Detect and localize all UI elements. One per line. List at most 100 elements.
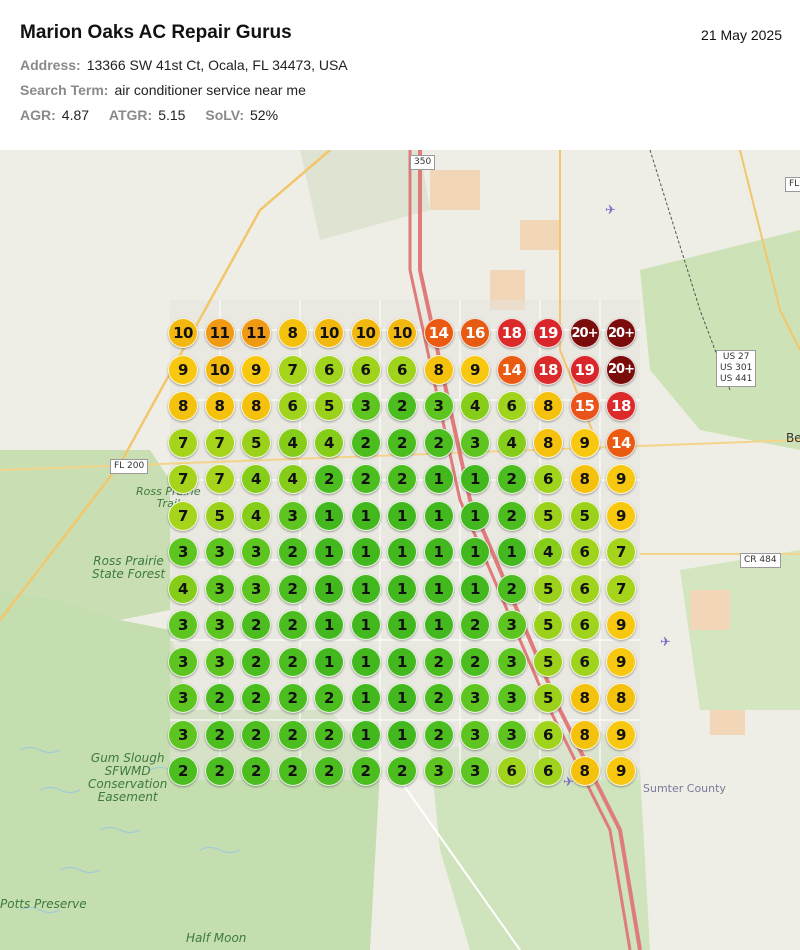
rank-pin[interactable]: 9 xyxy=(460,354,490,385)
rank-pin[interactable]: 2 xyxy=(204,719,235,750)
rank-pin[interactable]: 1 xyxy=(314,646,344,677)
rank-pin[interactable]: 10 xyxy=(168,318,198,348)
rank-pin[interactable]: 2 xyxy=(350,756,381,786)
rank-pin[interactable]: 3 xyxy=(460,756,490,786)
rank-pin[interactable]: 7 xyxy=(168,464,198,494)
rank-pin[interactable]: 3 xyxy=(350,391,381,421)
rank-pin[interactable]: 6 xyxy=(533,719,563,750)
rank-pin[interactable]: 19 xyxy=(533,318,563,348)
rank-pin[interactable]: 7 xyxy=(204,427,235,458)
rank-pin[interactable]: 3 xyxy=(168,719,198,750)
rank-pin[interactable]: 4 xyxy=(241,464,271,494)
rank-pin[interactable]: 6 xyxy=(533,756,563,786)
rank-pin[interactable]: 1 xyxy=(423,500,454,531)
rank-pin[interactable]: 10 xyxy=(350,318,381,348)
rank-pin[interactable]: 7 xyxy=(204,464,235,494)
rank-pin[interactable]: 10 xyxy=(314,318,344,348)
rank-pin[interactable]: 8 xyxy=(241,391,271,421)
rank-pin[interactable]: 6 xyxy=(387,354,417,385)
rank-pin[interactable]: 11 xyxy=(241,318,271,348)
rank-pin[interactable]: 9 xyxy=(606,646,636,677)
rank-pin[interactable]: 20+ xyxy=(606,318,636,348)
rank-pin[interactable]: 3 xyxy=(423,756,454,786)
rank-pin[interactable]: 2 xyxy=(387,427,417,458)
rank-pin[interactable]: 1 xyxy=(387,719,417,750)
rank-pin[interactable]: 1 xyxy=(350,500,381,531)
rank-pin[interactable]: 2 xyxy=(496,573,527,604)
rank-pin[interactable]: 2 xyxy=(496,500,527,531)
rank-pin[interactable]: 6 xyxy=(496,391,527,421)
rank-pin[interactable]: 9 xyxy=(606,756,636,786)
rank-pin[interactable]: 7 xyxy=(277,354,308,385)
rank-pin[interactable]: 4 xyxy=(168,573,198,604)
rank-pin[interactable]: 2 xyxy=(277,756,308,786)
rank-pin[interactable]: 2 xyxy=(423,646,454,677)
rank-pin[interactable]: 18 xyxy=(533,354,563,385)
rank-pin[interactable]: 6 xyxy=(569,610,600,640)
rank-pin[interactable]: 9 xyxy=(168,354,198,385)
rank-pin[interactable]: 3 xyxy=(460,683,490,713)
rank-pin[interactable]: 3 xyxy=(241,573,271,604)
rank-pin[interactable]: 7 xyxy=(168,500,198,531)
rank-pin[interactable]: 8 xyxy=(533,391,563,421)
rank-pin[interactable]: 2 xyxy=(423,719,454,750)
rank-pin[interactable]: 8 xyxy=(569,719,600,750)
rank-pin[interactable]: 2 xyxy=(460,610,490,640)
rank-pin[interactable]: 3 xyxy=(423,391,454,421)
rank-pin[interactable]: 2 xyxy=(277,646,308,677)
rank-pin[interactable]: 2 xyxy=(350,464,381,494)
rank-pin[interactable]: 4 xyxy=(533,537,563,567)
rank-pin[interactable]: 1 xyxy=(350,646,381,677)
rank-pin[interactable]: 3 xyxy=(460,719,490,750)
rank-pin[interactable]: 2 xyxy=(314,464,344,494)
rank-pin[interactable]: 6 xyxy=(350,354,381,385)
rank-pin[interactable]: 9 xyxy=(606,500,636,531)
rank-pin[interactable]: 18 xyxy=(606,391,636,421)
rank-pin[interactable]: 6 xyxy=(533,464,563,494)
rank-pin[interactable]: 2 xyxy=(496,464,527,494)
rank-pin[interactable]: 1 xyxy=(460,500,490,531)
rank-pin[interactable]: 3 xyxy=(204,537,235,567)
rank-pin[interactable]: 4 xyxy=(496,427,527,458)
rank-pin[interactable]: 6 xyxy=(277,391,308,421)
rank-pin[interactable]: 5 xyxy=(314,391,344,421)
rank-pin[interactable]: 18 xyxy=(496,318,527,348)
rank-pin[interactable]: 1 xyxy=(423,610,454,640)
rank-pin[interactable]: 2 xyxy=(241,683,271,713)
rank-pin[interactable]: 2 xyxy=(204,683,235,713)
rank-pin[interactable]: 1 xyxy=(423,464,454,494)
rank-pin[interactable]: 2 xyxy=(387,464,417,494)
rank-pin[interactable]: 5 xyxy=(241,427,271,458)
rank-pin[interactable]: 15 xyxy=(569,391,600,421)
rank-pin[interactable]: 2 xyxy=(168,756,198,786)
rank-pin[interactable]: 8 xyxy=(277,318,308,348)
rank-pin[interactable]: 14 xyxy=(496,354,527,385)
rank-pin[interactable]: 1 xyxy=(314,500,344,531)
rank-pin[interactable]: 6 xyxy=(314,354,344,385)
rank-pin[interactable]: 6 xyxy=(569,573,600,604)
rank-pin[interactable]: 2 xyxy=(314,683,344,713)
rank-pin[interactable]: 3 xyxy=(496,683,527,713)
rank-pin[interactable]: 4 xyxy=(277,464,308,494)
rank-pin[interactable]: 9 xyxy=(606,610,636,640)
rank-pin[interactable]: 3 xyxy=(496,610,527,640)
rank-pin[interactable]: 3 xyxy=(168,683,198,713)
rank-pin[interactable]: 2 xyxy=(460,646,490,677)
rank-pin[interactable]: 20+ xyxy=(606,354,636,385)
rank-pin[interactable]: 5 xyxy=(533,610,563,640)
rank-pin[interactable]: 6 xyxy=(496,756,527,786)
rank-pin[interactable]: 3 xyxy=(204,573,235,604)
rank-pin[interactable]: 5 xyxy=(533,500,563,531)
rank-pin[interactable]: 8 xyxy=(569,756,600,786)
rank-pin[interactable]: 3 xyxy=(168,537,198,567)
rank-pin[interactable]: 1 xyxy=(387,683,417,713)
rank-pin[interactable]: 1 xyxy=(314,610,344,640)
rank-pin[interactable]: 1 xyxy=(496,537,527,567)
rank-pin[interactable]: 1 xyxy=(350,683,381,713)
rank-pin[interactable]: 2 xyxy=(387,756,417,786)
rank-pin[interactable]: 1 xyxy=(387,500,417,531)
rank-pin[interactable]: 16 xyxy=(460,318,490,348)
rank-pin[interactable]: 8 xyxy=(606,683,636,713)
rank-pin[interactable]: 2 xyxy=(387,391,417,421)
rank-pin[interactable]: 1 xyxy=(387,537,417,567)
